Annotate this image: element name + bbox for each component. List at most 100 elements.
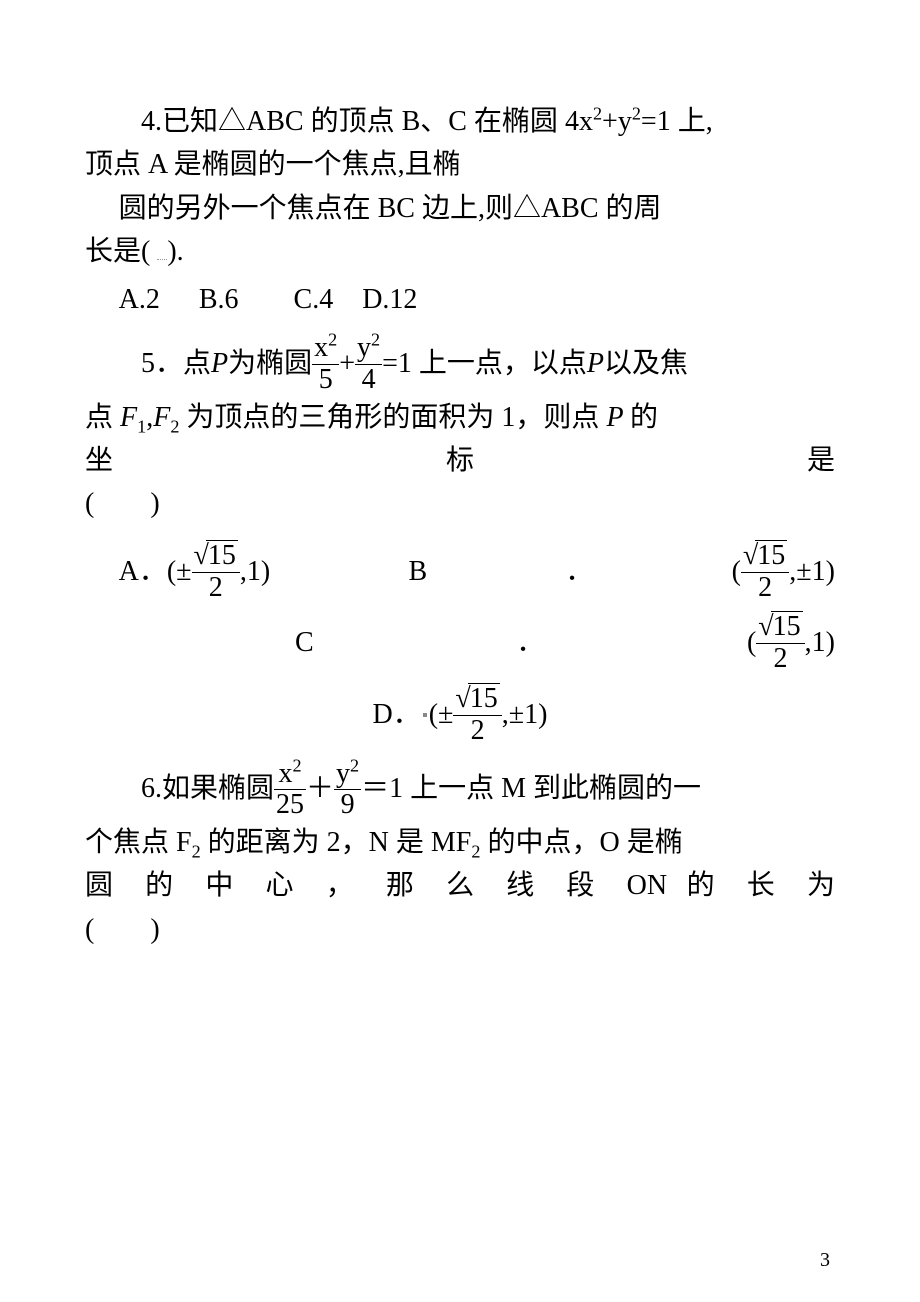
q6-f1-den: 25: [274, 790, 306, 821]
q5-optA-suffix: ,1): [240, 550, 270, 593]
q5-optC-frac: √15 2: [756, 611, 804, 675]
q5-optD-frac: √15 2: [453, 683, 501, 747]
q5-f1-num: x: [314, 332, 328, 363]
q6-l2a: 个焦点 F: [85, 827, 192, 858]
q6-f2sub-a: 2: [192, 842, 201, 862]
q4-text-4a: 长是(: [85, 236, 157, 267]
q5-f1sub: 1: [137, 416, 146, 436]
q5-l3-left: 坐: [85, 439, 113, 482]
q4-text-4b: ).: [167, 236, 183, 267]
question-5: 5．点 P 为椭圆 x2 5 + y2 4 =1 上一点，以点 P 以及焦 点 …: [85, 333, 835, 747]
q4-eq-part2: +y: [602, 106, 632, 137]
q5-l2b: 为顶点的三角形的面积为 1，则点: [179, 402, 606, 433]
q6-line2: 个焦点 F2 的距离为 2，N 是 MF2 的中点，O 是椭: [85, 821, 835, 864]
q4-option-b: B.6: [199, 284, 239, 315]
q5-optB-open: (: [732, 550, 741, 593]
q6-f1-num: x: [278, 758, 292, 789]
q5-optB-frac: √15 2: [741, 540, 789, 604]
q4-eq-part3: =1 上,: [641, 106, 713, 137]
q6-prefix: 6.如果椭圆: [141, 767, 274, 812]
q4-text-2: 顶点 A 是椭圆的一个焦点,且椭: [85, 149, 461, 180]
q5-frac2: y2 4: [355, 333, 382, 396]
q4-line2: 顶点 A 是椭圆的一个焦点,且椭: [85, 143, 835, 186]
question-4: 4.已知△ABC 的顶点 B、C 在椭圆 4x2+y2=1 上, 顶点 A 是椭…: [85, 100, 835, 321]
q5-optD-den: 2: [453, 716, 501, 747]
q6-line1: 6.如果椭圆 x2 25 ＋ y2 9 ＝1 上一点 M 到此椭圆的一: [85, 759, 835, 822]
page-number: 3: [820, 1249, 830, 1272]
q5-optC-open: (: [747, 621, 756, 664]
q5-f2-den: 4: [355, 365, 382, 396]
q5-frac1: x2 5: [312, 333, 339, 396]
q5-row-c: C ． ( √15 2 ,1): [85, 611, 835, 675]
q4-line3: 圆的另外一个焦点在 BC 边上,则△ABC 的周: [85, 187, 835, 230]
q6-line3: 圆 的 中 心 ， 那 么 线 段 ON 的 长 为: [85, 864, 835, 907]
dot-icon: [423, 713, 427, 717]
q4-option-c: C.4: [294, 284, 334, 315]
q5-line1: 5．点 P 为椭圆 x2 5 + y2 4 =1 上一点，以点 P 以及焦: [85, 333, 835, 396]
q5-l2a: 点: [85, 402, 120, 433]
q5-optB-dot: ．: [565, 550, 593, 593]
question-6: 6.如果椭圆 x2 25 ＋ y2 9 ＝1 上一点 M 到此椭圆的一 个焦点 …: [85, 759, 835, 952]
q5-f2-sup: 2: [371, 330, 380, 350]
q5-optC-sqrt: 15: [771, 611, 803, 643]
q6-f2-num: y: [336, 758, 350, 789]
q5-mid2: =1 上一点，以点: [382, 342, 587, 387]
q5-var-p3: P: [606, 402, 630, 433]
q5-optD-open: (±: [429, 693, 454, 736]
q5-l3-mid: 标: [446, 439, 474, 482]
q4-option-a: A.2: [119, 284, 160, 315]
q5-mid3: 以及焦: [604, 342, 688, 387]
q5-optC-suffix: ,1): [805, 621, 835, 664]
q5-optB-suffix: ,±1): [789, 550, 835, 593]
q4-eq-sup1: 2: [593, 104, 602, 124]
q6-l2c: 的中点，O 是椭: [480, 827, 682, 858]
q6-l3: 圆 的 中 心 ， 那 么 线 段 ON 的 长 为: [85, 870, 835, 901]
q5-var-p2: P: [587, 342, 604, 387]
q4-options: A.2 B.6 C.4 D.12: [85, 278, 835, 321]
q5-f2-num: y: [357, 332, 371, 363]
q5-optD-label: D．: [372, 693, 420, 736]
answer-blank-icon: [157, 259, 167, 260]
q5-paren: ( ): [85, 482, 835, 525]
q5-f2: F: [153, 402, 170, 433]
q6-f2-sup: 2: [350, 755, 359, 775]
q5-f1-sup: 2: [328, 330, 337, 350]
q5-optB-label-left: B: [408, 550, 427, 593]
q4-line4: 长是( ).: [85, 230, 835, 273]
q5-optD-suffix: ,±1): [502, 693, 548, 736]
q6-f2-den: 9: [334, 790, 361, 821]
q6-frac2: y2 9: [334, 759, 361, 822]
q5-optD-sqrt: 15: [468, 683, 500, 715]
q4-option-d: D.12: [362, 284, 417, 315]
q5-f1: F: [120, 402, 137, 433]
q4-text-1: 4.已知△ABC 的顶点 B、C 在椭圆: [141, 106, 565, 137]
q5-prefix: 5．点: [141, 342, 211, 387]
q5-line2: 点 F1,F2 为顶点的三角形的面积为 1，则点 P 的: [85, 396, 835, 439]
q5-optA-label: A．(±: [119, 550, 192, 593]
q5-options: A．(± √15 2 ,1) B ． ( √15 2 ,±1): [85, 540, 835, 747]
q5-var-p: P: [211, 342, 228, 387]
q4-text-3: 圆的另外一个焦点在 BC 边上,则△ABC 的周: [119, 193, 662, 224]
q5-row-ab: A．(± √15 2 ,1) B ． ( √15 2 ,±1): [85, 540, 835, 604]
q5-optB-sqrt: 15: [755, 540, 787, 572]
q6-mid: ＝1 上一点 M 到此椭圆的一: [361, 767, 701, 812]
q6-f1-sup: 2: [292, 755, 301, 775]
q4-line1: 4.已知△ABC 的顶点 B、C 在椭圆 4x2+y2=1 上,: [85, 100, 835, 143]
q4-eq-part1: 4x: [565, 106, 593, 137]
q5-l3-right: 是: [807, 439, 835, 482]
q5-optA-den: 2: [192, 573, 240, 604]
q5-f1-den: 5: [312, 365, 339, 396]
q5-optB-den: 2: [741, 573, 789, 604]
q6-l2b: 的距离为 2，N 是 MF: [201, 827, 472, 858]
q5-optA-frac: √15 2: [192, 540, 240, 604]
document-content: 4.已知△ABC 的顶点 B、C 在椭圆 4x2+y2=1 上, 顶点 A 是椭…: [85, 100, 835, 951]
q6-plus: ＋: [306, 767, 334, 812]
q6-paren: ( ): [85, 908, 835, 951]
q6-frac1: x2 25: [274, 759, 306, 822]
q5-l2c: 的: [630, 402, 658, 433]
q5-paren-text: ( ): [85, 488, 160, 519]
q5-row-d: D． (± √15 2 ,±1): [85, 683, 835, 747]
q5-line3: 坐 标 是: [85, 439, 835, 482]
q6-paren-text: ( ): [85, 914, 160, 945]
q5-plus: +: [339, 342, 355, 387]
